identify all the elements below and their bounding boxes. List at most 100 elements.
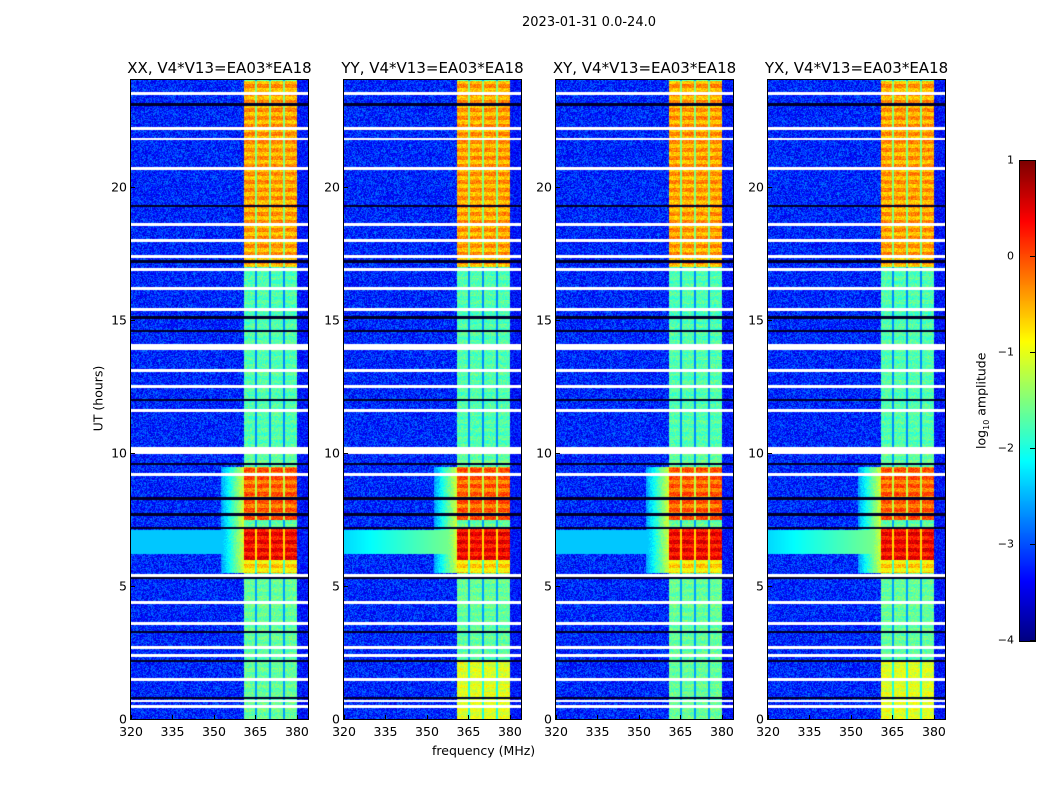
- y-tick-mark: [131, 585, 135, 587]
- x-tick-label: 350: [415, 724, 439, 739]
- colorbar-tick-label: −1: [997, 345, 1014, 359]
- heatmap-panel-xx: [130, 79, 309, 720]
- x-tick-mark: [680, 715, 682, 719]
- y-tick-label: 20: [748, 179, 764, 194]
- y-tick-label: 15: [536, 312, 552, 328]
- y-tick-label: 0: [332, 711, 340, 727]
- y-tick-mark: [131, 319, 135, 321]
- y-tick-mark: [768, 319, 772, 321]
- y-tick-mark: [131, 719, 135, 720]
- y-tick-mark: [768, 585, 772, 587]
- colorbar-tick-label: −4: [997, 633, 1014, 647]
- panel-title-xx: XX, V4*V13=EA03*EA18: [127, 59, 312, 77]
- x-tick-mark: [468, 715, 470, 719]
- heatmap-image-yx: [768, 80, 945, 719]
- x-tick-label: 365: [880, 724, 905, 739]
- y-tick-label: 0: [119, 711, 127, 727]
- x-tick-mark: [213, 715, 215, 719]
- x-tick-mark: [556, 715, 557, 719]
- x-tick-mark: [296, 715, 298, 719]
- colorbar-tick-label: −2: [997, 441, 1014, 455]
- y-tick-label: 15: [111, 312, 127, 328]
- x-tick-mark: [933, 715, 935, 719]
- x-tick-mark: [255, 715, 257, 719]
- y-tick-mark: [344, 585, 348, 587]
- colorbar-tick-label: 0: [1007, 249, 1014, 263]
- y-tick-label: 0: [544, 711, 552, 727]
- x-tick-label: 380: [498, 724, 522, 739]
- x-tick-label: 320: [332, 724, 356, 739]
- panel-title-yx: YX, V4*V13=EA03*EA18: [764, 59, 949, 77]
- y-tick-mark: [556, 319, 560, 321]
- y-tick-mark: [131, 186, 135, 188]
- panel-title-yy: YY, V4*V13=EA03*EA18: [341, 59, 524, 77]
- y-tick-label: 5: [332, 578, 340, 594]
- colorbar-label: log10 amplitude: [973, 341, 991, 461]
- x-tick-label: 365: [243, 724, 268, 739]
- x-tick-mark: [850, 715, 852, 719]
- colorbar-tick-mark: [1030, 544, 1035, 545]
- y-tick-mark: [768, 452, 772, 454]
- colorbar-tick-mark: [1030, 352, 1035, 353]
- y-tick-label: 5: [119, 578, 127, 594]
- y-tick-mark: [344, 452, 348, 454]
- y-tick-label: 20: [536, 179, 552, 194]
- y-tick-label: 15: [748, 312, 764, 328]
- y-tick-label: 0: [756, 711, 764, 727]
- x-tick-label: 350: [627, 724, 651, 739]
- y-tick-label: 10: [324, 445, 340, 461]
- x-tick-mark: [809, 715, 811, 719]
- x-tick-mark: [768, 715, 769, 719]
- y-tick-mark: [556, 452, 560, 454]
- x-tick-mark: [426, 715, 428, 719]
- x-tick-label: 335: [585, 724, 610, 739]
- x-tick-label: 365: [668, 724, 693, 739]
- y-tick-label: 20: [111, 179, 127, 194]
- x-tick-mark: [385, 715, 387, 719]
- x-tick-mark: [892, 715, 894, 719]
- x-tick-mark: [172, 715, 174, 719]
- x-tick-label: 380: [285, 724, 309, 739]
- y-tick-mark: [768, 186, 772, 188]
- colorbar-tick-mark: [1030, 448, 1035, 449]
- x-tick-label: 380: [922, 724, 946, 739]
- y-tick-label: 5: [544, 578, 552, 594]
- y-tick-label: 20: [324, 179, 340, 194]
- colorbar-gradient: [1020, 161, 1035, 641]
- y-tick-label: 10: [748, 445, 764, 461]
- colorbar-tick-label: 1: [1007, 153, 1014, 167]
- x-tick-label: 320: [756, 724, 780, 739]
- y-tick-label: 10: [536, 445, 552, 461]
- y-tick-mark: [344, 186, 348, 188]
- x-tick-mark: [131, 715, 132, 719]
- y-tick-mark: [344, 319, 348, 321]
- heatmap-image-yy: [344, 80, 521, 719]
- x-tick-label: 365: [456, 724, 481, 739]
- y-tick-label: 10: [111, 445, 127, 461]
- x-tick-mark: [721, 715, 723, 719]
- y-axis-label: UT (hours): [90, 365, 106, 432]
- y-tick-mark: [768, 719, 772, 720]
- heatmap-panel-yx: [767, 79, 946, 720]
- x-tick-label: 335: [797, 724, 822, 739]
- y-tick-mark: [556, 186, 560, 188]
- heatmap-panel-xy: [555, 79, 734, 720]
- colorbar-label-rest: amplitude: [973, 352, 989, 420]
- heatmap-image-xy: [556, 80, 733, 719]
- x-tick-label: 335: [160, 724, 185, 739]
- figure-title: 2023-01-31 0.0-24.0: [522, 15, 656, 30]
- x-tick-label: 335: [373, 724, 398, 739]
- x-tick-label: 350: [202, 724, 226, 739]
- x-tick-label: 320: [544, 724, 568, 739]
- y-tick-mark: [556, 719, 560, 720]
- heatmap-panel-yy: [343, 79, 522, 720]
- panel-title-xy: XY, V4*V13=EA03*EA18: [552, 59, 737, 77]
- x-tick-mark: [597, 715, 599, 719]
- colorbar-tick-mark: [1030, 640, 1035, 641]
- x-tick-mark: [509, 715, 511, 719]
- x-tick-label: 380: [710, 724, 734, 739]
- colorbar: [1019, 160, 1036, 642]
- x-tick-mark: [344, 715, 345, 719]
- y-tick-label: 15: [324, 312, 340, 328]
- x-tick-label: 320: [119, 724, 143, 739]
